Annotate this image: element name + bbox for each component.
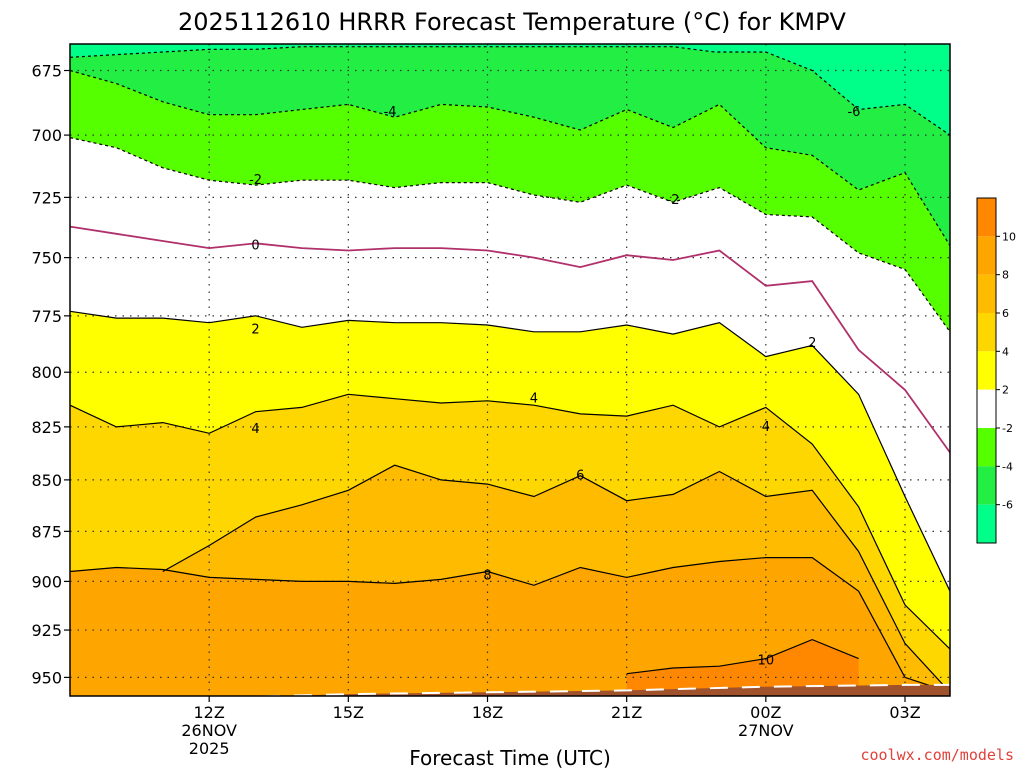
- terrain: [239, 683, 950, 696]
- contour-label-1: -6: [847, 105, 860, 120]
- contour--4: [70, 69, 950, 247]
- x-tick-label-27-0: 03Z: [889, 703, 920, 722]
- terrain-fill: [276, 684, 950, 696]
- x-tick-label-21-0: 21Z: [611, 703, 642, 722]
- x-tick-label-24-0: 00Z: [750, 703, 781, 722]
- contour-0: [70, 225, 950, 454]
- contour-label-2: -2: [249, 173, 262, 188]
- colorbar-frame: [976, 197, 997, 544]
- y-tick-label-700: 700: [31, 126, 62, 145]
- x-tick-label-12-1: 26NOV: [181, 721, 237, 740]
- colorbar-bin-10: [977, 198, 996, 237]
- colorbar-label--6: -6: [1002, 499, 1013, 512]
- credit-text: coolwx.com/models: [860, 746, 1014, 764]
- contour-label-12: 10: [758, 654, 775, 669]
- colorbar-bin--2: [977, 389, 996, 428]
- colorbar-label-2: 2: [1002, 384, 1009, 397]
- colorbar-bin-6: [977, 274, 996, 313]
- contour-lines: [70, 46, 950, 693]
- y-tick-label-850: 850: [31, 471, 62, 490]
- fill-2-to-4: [70, 311, 950, 650]
- y-tick-label-725: 725: [31, 188, 62, 207]
- contour-2: [70, 310, 950, 592]
- colorbar-label-6: 6: [1002, 307, 1009, 320]
- contour-label-5: 2: [251, 323, 259, 338]
- colorbar-bin-4: [977, 313, 996, 352]
- x-tick-label-18-0: 18Z: [472, 703, 503, 722]
- colorbar: 10 8 6 4 2 -2 -4 -6: [976, 197, 1016, 544]
- colorbar-bin--4: [977, 428, 996, 467]
- colorbar-label--2: -2: [1002, 422, 1013, 435]
- y-tick-label-950: 950: [31, 668, 62, 687]
- x-axis-label: Forecast Time (UTC): [409, 746, 611, 768]
- y-tick-label-675: 675: [31, 62, 62, 81]
- contour-labels: -4 -6 -2 -2 0 2 2 4 4 4 6 8 10: [249, 105, 860, 668]
- y-axis: 675 700 725 750 775 800 825 850 875 900 925 950: [31, 62, 70, 687]
- fill-minus4-to-minus2: [70, 44, 950, 332]
- colorbar-label--4: -4: [1002, 460, 1013, 473]
- contour-label-7: 4: [251, 422, 259, 437]
- colorbar-label-4: 4: [1002, 345, 1009, 358]
- contour-label-9: 4: [762, 420, 770, 435]
- temperature-fills: [70, 44, 950, 696]
- x-tick-label-24-1: 27NOV: [738, 721, 794, 740]
- fill-above-10: [626, 639, 859, 696]
- fill-minus6-to-minus4: [70, 44, 950, 246]
- contour-label-6: 2: [808, 336, 816, 351]
- contour-4: [70, 393, 950, 650]
- y-tick-label-775: 775: [31, 307, 62, 326]
- contour-label-3: -2: [667, 193, 680, 208]
- fill-minus2-to-2: [70, 137, 950, 592]
- contour-10: [626, 638, 859, 675]
- y-tick-label-900: 900: [31, 572, 62, 591]
- colorbar-label-8: 8: [1002, 269, 1009, 282]
- y-tick-label-875: 875: [31, 522, 62, 541]
- fill-4-to-6: [70, 394, 950, 696]
- colorbar-bin--8: [977, 504, 996, 543]
- x-tick-label-12-2: 2025: [189, 739, 230, 758]
- fill-8-to-10: [70, 557, 950, 696]
- fill-below-minus6: [70, 44, 950, 136]
- contour-label-0: -4: [384, 105, 397, 120]
- y-tick-label-800: 800: [31, 363, 62, 382]
- contour-label-10: 6: [576, 469, 584, 484]
- chart-title: 2025112610 HRRR Forecast Temperature (°C…: [178, 8, 847, 36]
- colorbar-bin--6: [977, 466, 996, 505]
- contour-label-8: 4: [530, 392, 538, 407]
- colorbar-label-10: 10: [1002, 230, 1016, 243]
- y-tick-label-825: 825: [31, 418, 62, 437]
- contour-label-11: 8: [483, 568, 491, 583]
- contour-8: [70, 557, 950, 693]
- contour-label-4: 0: [251, 239, 259, 254]
- x-tick-label-15-0: 15Z: [333, 703, 364, 722]
- y-tick-label-750: 750: [31, 249, 62, 268]
- terrain-edge: [239, 683, 950, 696]
- contour--6: [70, 46, 950, 136]
- colorbar-bin-2: [977, 351, 996, 390]
- colorbar-bin-8: [977, 236, 996, 275]
- plot-frame: [69, 43, 951, 697]
- y-tick-label-925: 925: [31, 621, 62, 640]
- x-tick-label-12-0: 12Z: [194, 703, 225, 722]
- contour-6: [162, 464, 950, 693]
